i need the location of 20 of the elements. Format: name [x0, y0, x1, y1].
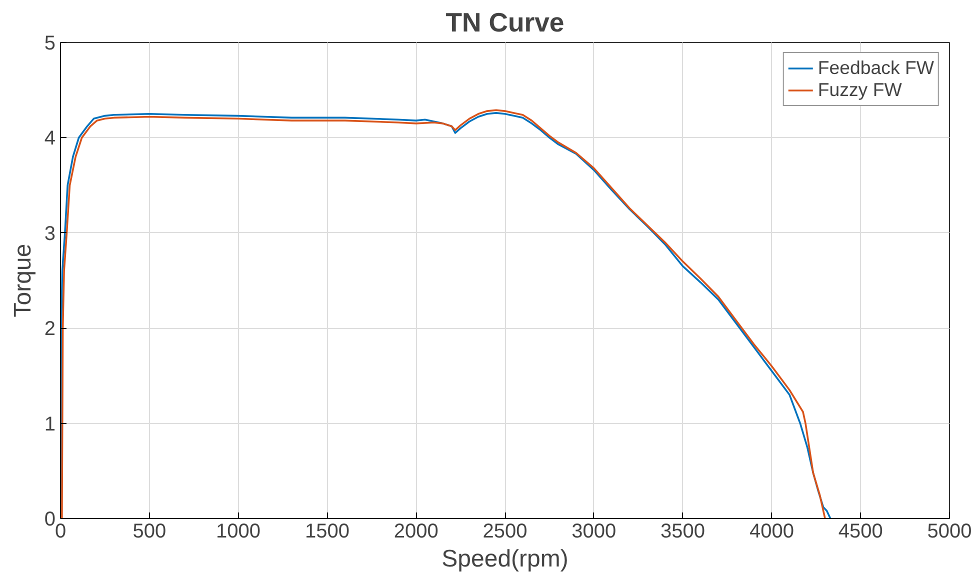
x-tick-label: 3000	[572, 520, 616, 542]
y-axis-title: Torque	[9, 244, 36, 318]
x-tick-label: 3500	[660, 520, 706, 542]
x-tick-label: 1500	[304, 520, 350, 542]
x-tick-label: 2500	[482, 520, 528, 542]
y-tick-label: 2	[44, 318, 56, 340]
x-tick-label: 4000	[749, 520, 794, 542]
x-axis-title: Speed(rpm)	[442, 546, 568, 572]
x-tick-label: 5000	[927, 520, 972, 542]
x-tick-label: 500	[132, 520, 166, 542]
y-tick-label: 4	[44, 128, 56, 150]
y-tick-label: 3	[44, 222, 56, 245]
x-tick-label: 1000	[216, 520, 261, 542]
legend-label: Fuzzy FW	[818, 79, 902, 101]
x-tick-label: 2000	[394, 520, 438, 542]
x-tick-label: 4500	[838, 520, 883, 542]
y-tick-label: 1	[44, 413, 56, 436]
chart-title: TN Curve	[446, 8, 564, 38]
legend-label: Feedback FW	[818, 57, 934, 79]
y-tick-label: 5	[44, 32, 56, 54]
